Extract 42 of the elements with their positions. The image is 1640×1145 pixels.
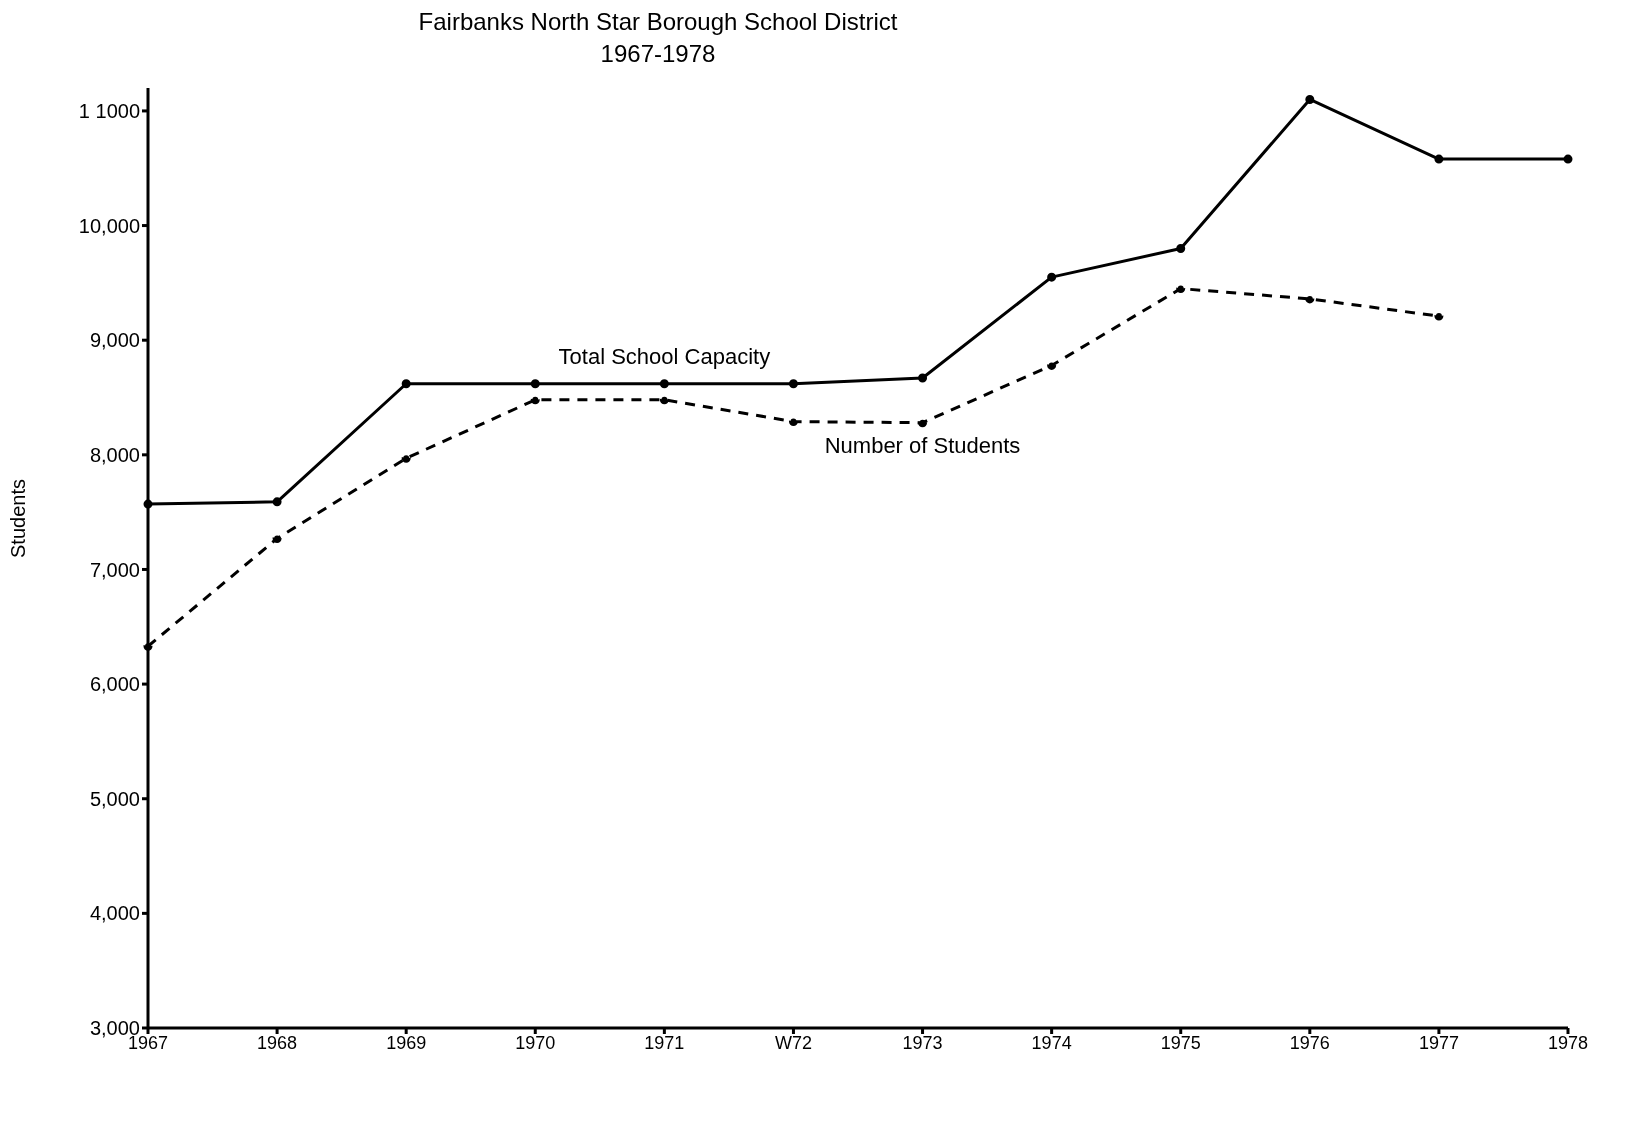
point <box>788 417 798 427</box>
x-tick-label: 1975 <box>1160 1032 1201 1053</box>
point <box>788 379 798 389</box>
y-tick-label: 6,000 <box>89 673 140 696</box>
point <box>1176 243 1186 253</box>
point <box>401 379 411 389</box>
point <box>1047 272 1057 282</box>
point <box>530 379 540 389</box>
y-tick-label: 5,000 <box>89 787 140 810</box>
y-axis-title: Students <box>7 479 30 558</box>
x-tick-label: 1969 <box>386 1032 427 1053</box>
chart-subtitle: 1967-1978 <box>599 40 717 68</box>
x-tick-label: 1973 <box>902 1032 943 1053</box>
point <box>659 379 669 389</box>
series-label: Total School Capacity <box>558 343 771 369</box>
point <box>1434 154 1444 164</box>
point <box>1563 154 1573 164</box>
x-tick-label: 1977 <box>1418 1032 1459 1053</box>
point <box>272 497 282 507</box>
chart-title: Fairbanks North Star Borough School District <box>417 8 899 36</box>
x-tick-label: 1974 <box>1031 1032 1072 1053</box>
point <box>143 499 153 509</box>
point <box>530 395 540 405</box>
x-tick-label: W72 <box>774 1032 812 1053</box>
point <box>1305 94 1315 104</box>
point <box>659 395 669 405</box>
x-tick-label: 1976 <box>1289 1032 1330 1053</box>
point <box>1176 284 1186 294</box>
x-tick-label: 1968 <box>257 1032 298 1053</box>
point <box>272 534 282 544</box>
y-tick-label: 7,000 <box>89 558 140 581</box>
x-tick-label: 1971 <box>644 1032 685 1053</box>
series-label: Number of Students <box>824 432 1021 458</box>
y-tick-label: 8,000 <box>89 443 140 466</box>
y-tick-label: 9,000 <box>89 329 140 352</box>
point <box>918 373 928 383</box>
point <box>918 418 928 428</box>
x-tick-label: 1970 <box>515 1032 556 1053</box>
x-tick-label: 1978 <box>1547 1032 1589 1053</box>
y-tick-label: 10,000 <box>78 214 140 237</box>
y-tick-label: 1 1000 <box>78 100 140 123</box>
y-tick-label: 4,000 <box>89 902 140 925</box>
